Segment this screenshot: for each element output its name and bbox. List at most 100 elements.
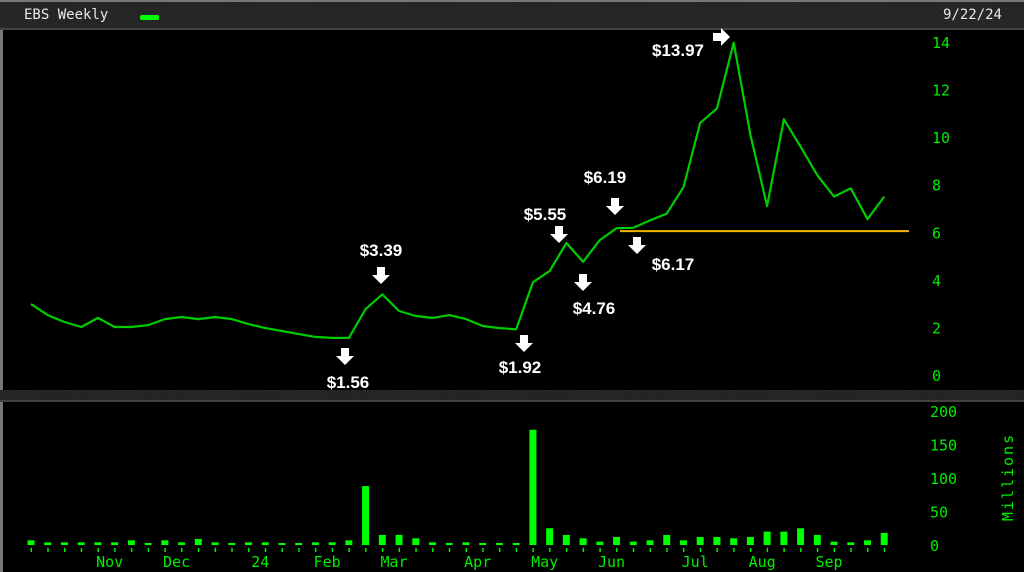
x-tick-mark xyxy=(883,548,886,552)
x-tick-mark xyxy=(498,548,501,552)
x-tick-mark xyxy=(415,548,417,552)
arrow-right-icon xyxy=(713,28,730,46)
volume-bar xyxy=(60,542,68,545)
x-tick-mark xyxy=(214,548,217,552)
volume-tick-label: 200 xyxy=(930,403,957,421)
price-tick-label: 2 xyxy=(932,319,941,337)
price-line xyxy=(30,41,886,339)
x-tick-mark xyxy=(632,548,635,552)
price-annotation: $6.19 xyxy=(584,168,627,187)
volume-bar xyxy=(746,536,754,545)
x-tick-mark xyxy=(699,548,702,552)
volume-bar xyxy=(830,541,838,545)
x-tick-mark xyxy=(515,548,518,552)
price-tick-label: 8 xyxy=(932,177,941,195)
volume-axis: 0 50 100 150 200 xyxy=(930,403,957,555)
x-tick-label: Sep xyxy=(815,553,842,571)
x-tick-mark xyxy=(867,548,869,552)
x-tick-mark xyxy=(197,548,200,552)
panel-divider xyxy=(0,390,1024,402)
price-annotation: $4.76 xyxy=(573,299,616,318)
volume-bar xyxy=(679,540,687,545)
chart-header: EBS Weekly 9/22/24 xyxy=(0,0,1024,30)
volume-bar xyxy=(562,534,570,545)
volume-bar xyxy=(512,543,520,545)
volume-bar xyxy=(211,542,219,545)
x-tick-mark xyxy=(682,548,685,552)
arrow-down-icon xyxy=(515,335,533,352)
volume-bar xyxy=(127,540,135,545)
volume-tick-label: 50 xyxy=(930,504,948,522)
x-tick-mark xyxy=(114,548,116,552)
x-tick-mark xyxy=(666,548,668,552)
price-annotation: $13.97 xyxy=(652,41,704,60)
x-tick-mark xyxy=(47,548,49,552)
x-tick-mark xyxy=(30,548,32,552)
x-tick-label: Mar xyxy=(381,553,408,571)
annotations: $1.56 $3.39 $1.92 $5.55 $4.76 $6.19 $6.17 $13.9… xyxy=(327,28,730,392)
volume-bar xyxy=(144,543,152,545)
volume-bar xyxy=(613,536,621,545)
x-tick-mark xyxy=(80,548,83,552)
price-annotation: $6.17 xyxy=(652,255,695,274)
volume-bar xyxy=(629,541,637,545)
x-tick-mark xyxy=(749,548,752,552)
volume-bar xyxy=(730,538,738,545)
price-annotation: $1.92 xyxy=(499,358,542,377)
x-tick-label: Nov xyxy=(96,553,123,571)
volume-bar xyxy=(579,538,587,545)
x-tick-mark xyxy=(850,548,852,552)
x-tick-mark xyxy=(164,548,166,552)
volume-bar xyxy=(161,540,169,545)
volume-bar xyxy=(445,543,453,545)
price-annotation: $1.56 xyxy=(327,373,370,392)
volume-bar xyxy=(713,536,721,545)
volume-tick-label: 150 xyxy=(930,437,957,455)
left-border xyxy=(0,30,3,572)
volume-bar xyxy=(345,540,353,545)
x-tick-label: Dec xyxy=(163,553,190,571)
x-tick-label: Jul xyxy=(682,553,709,571)
arrow-down-icon xyxy=(574,274,592,291)
x-tick-mark xyxy=(766,548,769,552)
x-tick-mark xyxy=(482,548,484,552)
chart-title: EBS Weekly xyxy=(24,7,109,23)
arrow-down-icon xyxy=(550,226,568,243)
arrow-down-icon xyxy=(628,237,646,254)
x-tick-mark xyxy=(181,548,183,552)
x-tick-mark xyxy=(381,548,384,552)
volume-bar xyxy=(813,534,821,545)
x-tick-label: Apr xyxy=(464,553,491,571)
x-tick-mark xyxy=(97,548,99,552)
volume-bar xyxy=(495,543,503,545)
price-tick-label: 12 xyxy=(932,82,950,100)
x-tick-label: Jun xyxy=(598,553,625,571)
volume-bar xyxy=(864,540,871,545)
x-tick-mark xyxy=(549,548,551,552)
x-tick-mark xyxy=(649,548,652,552)
x-tick-mark xyxy=(733,548,735,552)
volume-bar xyxy=(395,534,403,545)
volume-bar xyxy=(596,541,604,545)
volume-tick-label: 0 xyxy=(930,537,939,555)
price-tick-label: 14 xyxy=(932,34,950,52)
x-tick-mark xyxy=(63,548,66,552)
volume-bar xyxy=(362,486,370,545)
volume-bar xyxy=(278,543,286,545)
x-tick-mark xyxy=(816,548,819,552)
x-tick-label: Aug xyxy=(749,553,776,571)
x-tick-mark xyxy=(465,548,467,552)
volume-bar xyxy=(429,542,437,545)
x-tick-mark xyxy=(716,548,718,552)
x-axis: Nov Dec 24 Feb Mar Apr May Jun Jul Aug Sep xyxy=(96,553,842,571)
x-tick-mark xyxy=(264,548,267,552)
volume-bar xyxy=(646,540,654,545)
x-tick-mark xyxy=(783,548,785,552)
volume-bar xyxy=(244,542,252,545)
x-tick-mark xyxy=(432,548,434,552)
price-annotation: $5.55 xyxy=(524,205,567,224)
volume-bar xyxy=(797,528,805,545)
x-tick-mark xyxy=(448,548,451,552)
volume-bar xyxy=(311,542,319,545)
